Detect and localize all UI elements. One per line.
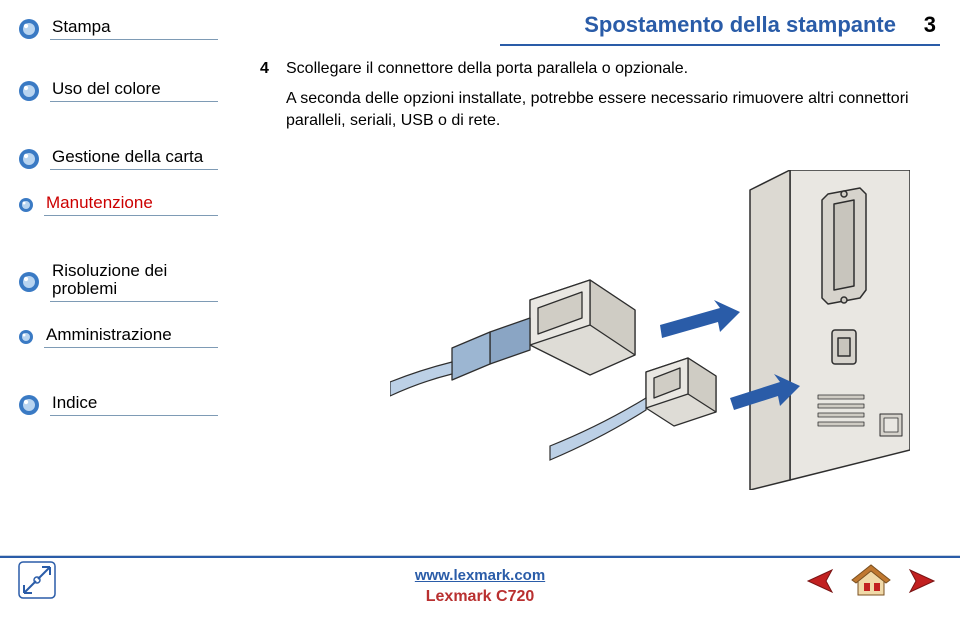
sidebar-item-stampa[interactable]: Stampa [18,18,218,40]
sidebar-item-risoluzione[interactable]: Risoluzione dei problemi [18,262,218,302]
sidebar-item-label: Stampa [50,18,218,40]
footer-product: Lexmark C720 [426,588,535,606]
prev-page-icon[interactable] [800,566,836,601]
bullet-icon [18,271,40,293]
content-area: 4 Scollegare il connettore della porta p… [260,60,920,131]
sidebar-item-gestione-carta[interactable]: Gestione della carta [18,148,218,170]
sidebar-item-label: Manutenzione [44,194,218,216]
expand-icon[interactable] [18,561,56,604]
sidebar-item-label: Indice [50,394,218,416]
step-text: Scollegare il connettore della porta par… [286,60,920,78]
bullet-icon [18,394,40,416]
sidebar: Stampa Uso del colore Gestione della car… [18,18,218,440]
home-icon[interactable] [850,563,892,604]
header-rule [500,44,940,46]
printer-illustration [390,170,910,490]
step-number: 4 [260,60,276,78]
page-title: Spostamento della stampante [584,12,896,38]
bullet-icon [18,148,40,170]
bullet-icon [18,197,34,213]
sidebar-item-amministrazione[interactable]: Amministrazione [18,326,218,348]
sidebar-item-label: Amministrazione [44,326,218,348]
bullet-icon [18,329,34,345]
next-page-icon[interactable] [906,566,942,601]
footer-link[interactable]: www.lexmark.com [415,567,545,584]
sidebar-item-uso-colore[interactable]: Uso del colore [18,80,218,102]
sidebar-item-manutenzione[interactable]: Manutenzione [18,194,218,216]
page-number: 3 [924,12,936,38]
bullet-icon [18,80,40,102]
step-subtext: A seconda delle opzioni installate, potr… [286,88,920,131]
bullet-icon [18,18,40,40]
sidebar-item-indice[interactable]: Indice [18,394,218,416]
sidebar-item-label: Risoluzione dei problemi [50,262,218,302]
nav-controls [800,563,942,604]
sidebar-item-label: Uso del colore [50,80,218,102]
step-4: 4 Scollegare il connettore della porta p… [260,60,920,78]
sidebar-item-label: Gestione della carta [50,148,218,170]
